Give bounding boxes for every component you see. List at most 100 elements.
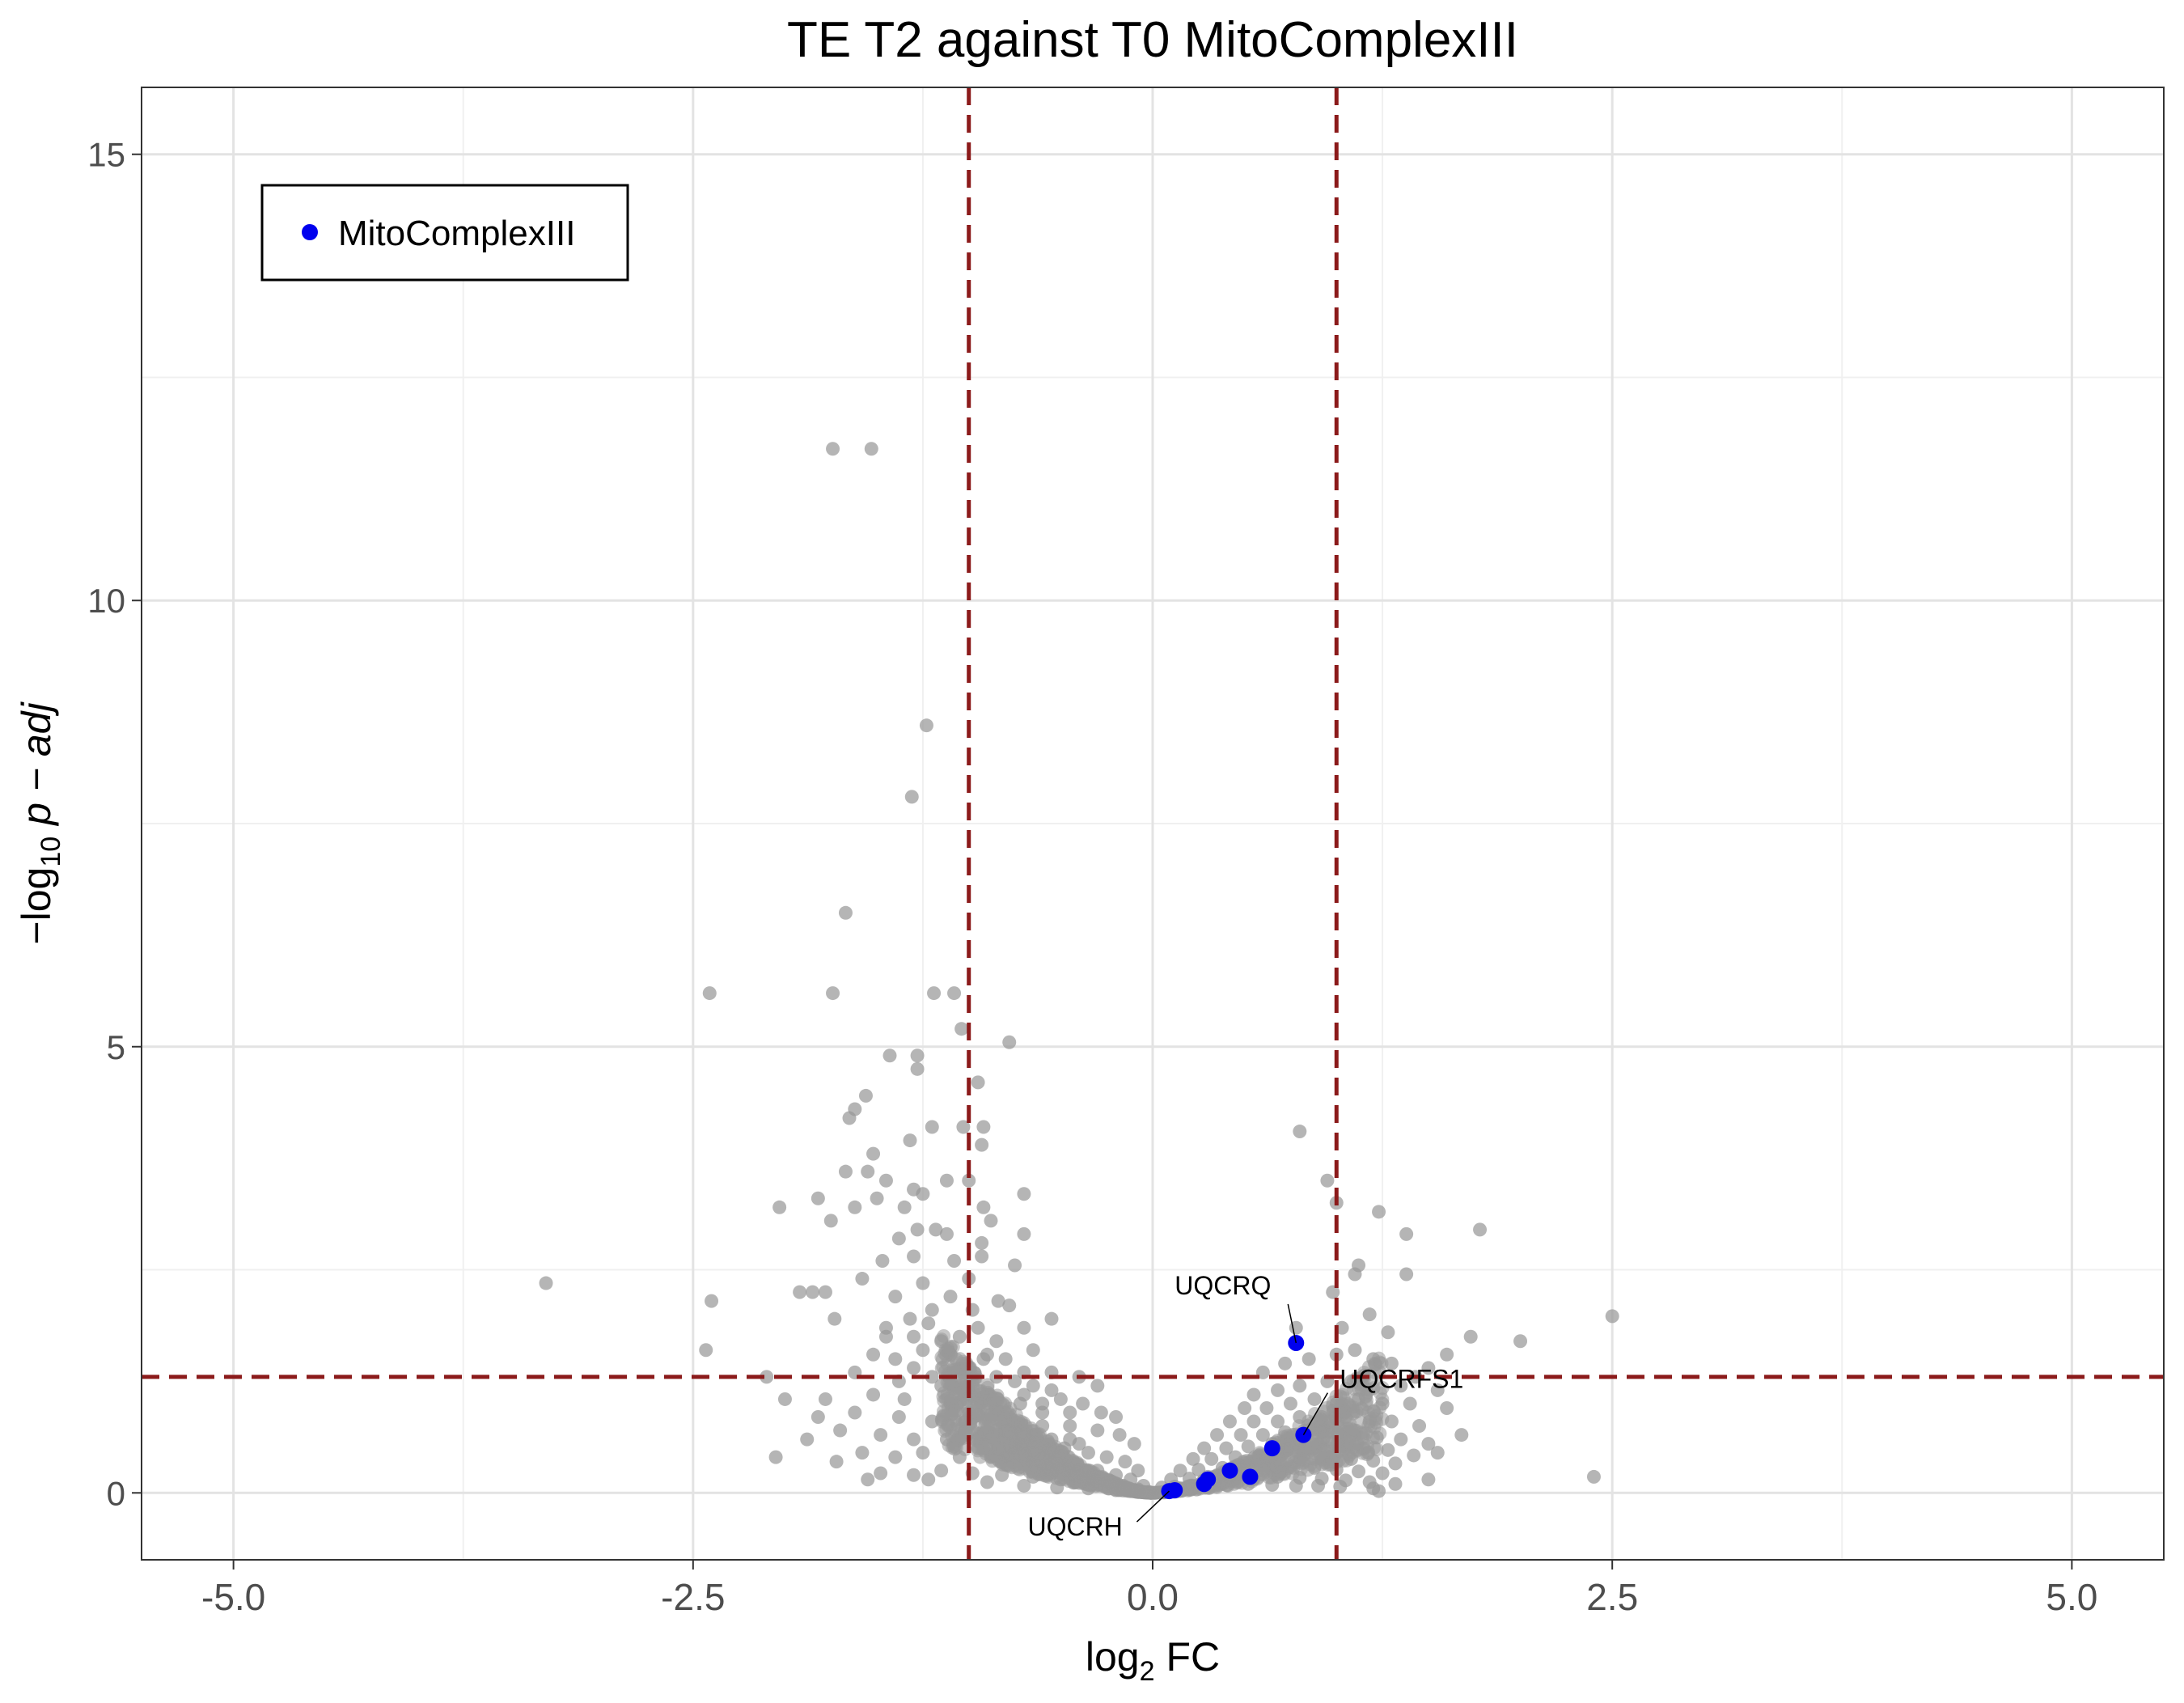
data-point xyxy=(1473,1222,1488,1237)
data-point xyxy=(971,1075,985,1090)
data-point xyxy=(991,1294,1005,1308)
data-point xyxy=(952,1329,967,1344)
data-point xyxy=(936,1389,950,1404)
data-point xyxy=(1127,1437,1141,1451)
data-point xyxy=(874,1428,888,1442)
data-point xyxy=(916,1446,930,1460)
data-point xyxy=(954,1022,969,1036)
data-point xyxy=(1000,1458,1014,1472)
data-point xyxy=(1289,1478,1303,1493)
data-point xyxy=(925,1120,939,1134)
data-point xyxy=(1335,1320,1349,1335)
data-point xyxy=(842,1111,857,1125)
data-point xyxy=(934,1464,949,1478)
data-point xyxy=(888,1290,903,1304)
x-axis-label: log2 FC xyxy=(1086,1634,1220,1687)
x-tick-label: 0.0 xyxy=(1127,1576,1179,1618)
data-point xyxy=(980,1475,994,1489)
data-point xyxy=(1063,1405,1077,1420)
y-axis-label: −log10 p − adj xyxy=(14,701,66,945)
data-point xyxy=(975,1137,989,1152)
data-point xyxy=(1017,1387,1031,1402)
data-point xyxy=(1381,1442,1395,1457)
data-point xyxy=(855,1272,870,1286)
data-point xyxy=(925,1370,939,1384)
data-point xyxy=(1381,1325,1395,1340)
annotation-leader xyxy=(1136,1490,1170,1523)
data-point xyxy=(907,1249,921,1264)
data-point xyxy=(705,1294,719,1308)
data-point xyxy=(861,1164,875,1179)
x-axis-label-subscript: 2 xyxy=(1140,1656,1155,1687)
data-point xyxy=(878,1173,893,1188)
data-point xyxy=(864,442,878,456)
data-point xyxy=(1094,1470,1109,1485)
data-point xyxy=(1060,1464,1074,1478)
data-point xyxy=(1348,1267,1362,1281)
data-point xyxy=(1399,1226,1414,1241)
data-point xyxy=(818,1285,832,1299)
data-point xyxy=(1372,1205,1386,1219)
data-point xyxy=(539,1276,553,1290)
data-point xyxy=(838,1164,853,1179)
data-point xyxy=(907,1361,921,1375)
data-point xyxy=(975,1438,989,1452)
x-tick-label: 2.5 xyxy=(1586,1576,1638,1618)
annotation-leader xyxy=(1287,1303,1297,1344)
data-point xyxy=(874,1466,888,1481)
data-point xyxy=(866,1146,881,1161)
data-point xyxy=(1081,1446,1095,1460)
data-point xyxy=(939,1226,954,1241)
data-point xyxy=(1421,1472,1436,1487)
data-point xyxy=(1311,1478,1326,1493)
data-point xyxy=(1044,1383,1059,1397)
data-point xyxy=(1234,1428,1248,1442)
data-point xyxy=(1124,1482,1138,1497)
data-point xyxy=(1331,1443,1346,1458)
data-point xyxy=(1197,1441,1212,1455)
data-point xyxy=(800,1432,815,1447)
data-point xyxy=(1430,1446,1445,1460)
data-point xyxy=(955,1356,970,1370)
data-point xyxy=(1289,1320,1303,1335)
data-point xyxy=(1231,1475,1246,1489)
data-point xyxy=(1013,1459,1027,1474)
data-point xyxy=(1345,1422,1360,1437)
data-point xyxy=(1394,1432,1408,1447)
data-point xyxy=(916,1187,930,1201)
data-point xyxy=(1090,1379,1105,1393)
data-point xyxy=(990,1388,1005,1403)
data-point xyxy=(1373,1400,1387,1415)
data-point xyxy=(1349,1443,1364,1458)
data-point xyxy=(1210,1428,1225,1442)
data-point xyxy=(888,1352,903,1366)
data-point xyxy=(1293,1125,1307,1139)
data-point xyxy=(1063,1419,1077,1434)
data-point xyxy=(1399,1267,1414,1281)
x-axis-label-prefix: log xyxy=(1086,1634,1140,1680)
data-point xyxy=(929,1222,943,1237)
data-point xyxy=(699,1343,713,1358)
data-point xyxy=(1204,1451,1219,1466)
data-point xyxy=(1017,1320,1031,1335)
data-point xyxy=(826,442,840,456)
data-point xyxy=(1314,1421,1328,1435)
data-point xyxy=(975,1249,989,1264)
data-point xyxy=(1278,1356,1293,1370)
data-point xyxy=(1002,1430,1017,1445)
data-point xyxy=(1388,1476,1403,1491)
data-point xyxy=(1348,1343,1362,1358)
y-axis-label-subscript: 10 xyxy=(36,837,66,867)
data-point xyxy=(962,1173,976,1188)
data-point xyxy=(811,1191,825,1205)
data-point xyxy=(980,1380,995,1395)
data-point xyxy=(1238,1400,1252,1415)
data-point xyxy=(827,1311,842,1326)
y-axis: 0 5 10 15 xyxy=(87,136,142,1512)
x-tick-label: -2.5 xyxy=(661,1576,725,1618)
data-point xyxy=(1112,1428,1127,1442)
data-point xyxy=(1283,1396,1297,1411)
data-point xyxy=(1099,1450,1114,1464)
data-point xyxy=(1017,1437,1031,1451)
